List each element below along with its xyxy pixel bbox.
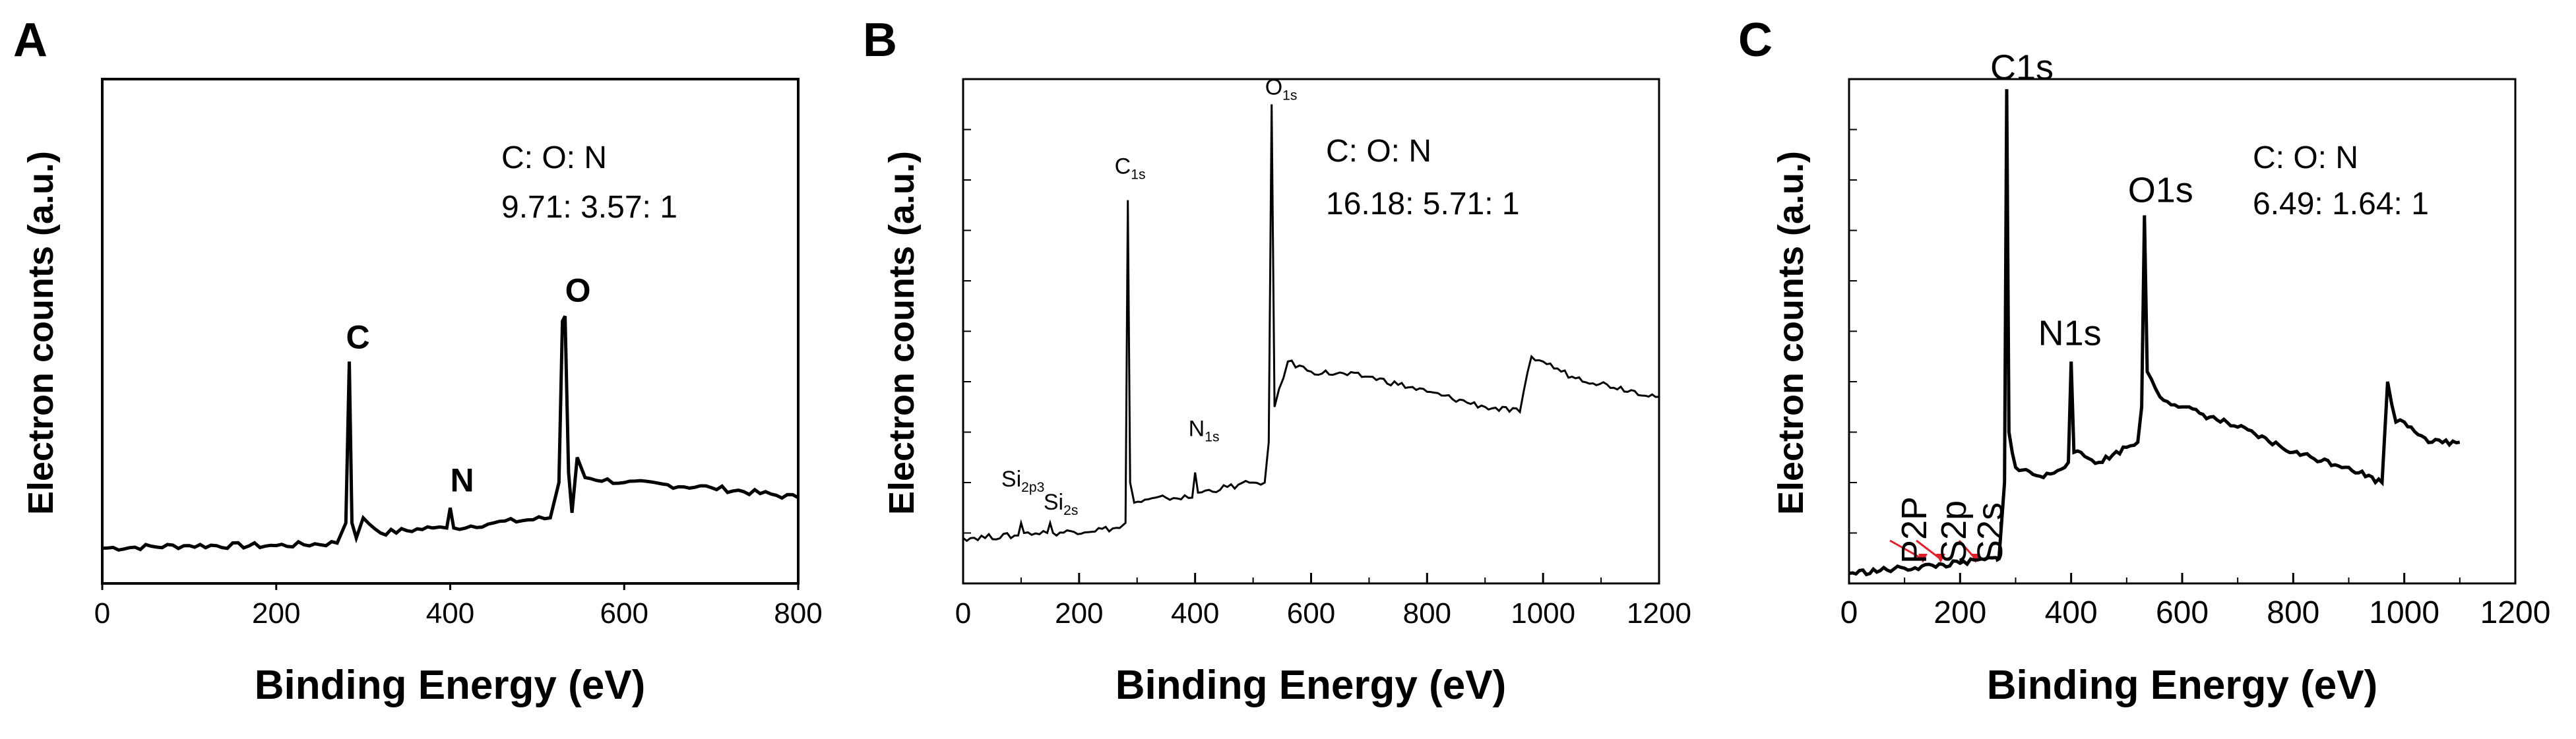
x-tick-label: 800 bbox=[1403, 597, 1451, 630]
x-tick-label: 400 bbox=[2045, 595, 2098, 630]
panel-b-ratio-values: 16.18: 5.71: 1 bbox=[1326, 187, 1520, 222]
x-tick-label: 800 bbox=[2267, 595, 2319, 630]
x-tick-label: 1000 bbox=[1511, 597, 1575, 630]
x-tick-label: 0 bbox=[94, 597, 110, 630]
red-arrow-head bbox=[1918, 554, 1928, 564]
peak-label: Si2s bbox=[1044, 490, 1079, 518]
x-tick-label: 1000 bbox=[2369, 595, 2439, 630]
panel-a-y-axis-label: Electron counts (a.u.) bbox=[21, 151, 61, 515]
red-arrow-shaft bbox=[1916, 539, 1941, 560]
panel-c-label: C bbox=[1738, 14, 1773, 67]
peak-label: O bbox=[565, 272, 591, 309]
x-tick-label: 1200 bbox=[1627, 597, 1691, 630]
x-tick-label: 200 bbox=[1055, 597, 1103, 630]
red-arrow-shaft bbox=[1889, 539, 1924, 560]
x-tick-label: 400 bbox=[1171, 597, 1219, 630]
peak-label-subscript: 2p3 bbox=[1021, 480, 1044, 495]
red-arrow-head bbox=[1935, 554, 1945, 564]
x-tick-label: 1200 bbox=[2480, 595, 2551, 630]
peak-label-subscript: 1s bbox=[1205, 430, 1219, 445]
panel-c-ratio-title: C: O: N bbox=[2253, 140, 2358, 175]
peak-label: P2P bbox=[1895, 496, 1934, 564]
peak-label-subscript: 1s bbox=[1282, 88, 1297, 103]
panel-b-x-axis-label: Binding Energy (eV) bbox=[1115, 663, 1506, 708]
peak-label-subscript: 2s bbox=[1063, 503, 1078, 518]
x-tick-label: 600 bbox=[2156, 595, 2209, 630]
peak-label: C1s bbox=[1115, 154, 1146, 183]
panel-b: B 0 200 400 600 800 1000 1200 Si2p3Si2sC1sN1sO… bbox=[863, 14, 1691, 708]
panel-c-red-arrows bbox=[1889, 539, 1980, 564]
x-tick-label: 400 bbox=[426, 597, 474, 630]
panel-a-spectrum-line bbox=[102, 315, 800, 552]
x-tick-label: 0 bbox=[955, 597, 971, 630]
panel-c-spectrum-line bbox=[1848, 89, 2461, 577]
panel-b-ratio-title: C: O: N bbox=[1326, 134, 1431, 169]
panel-c-x-axis-label: Binding Energy (eV) bbox=[1987, 663, 2377, 708]
peak-label: S2p bbox=[1934, 500, 1974, 564]
panel-b-spectrum-line bbox=[962, 104, 1660, 543]
panel-a-x-ticks: 0 200 400 600 800 bbox=[94, 583, 823, 630]
x-tick-label: 800 bbox=[774, 597, 822, 630]
peak-label: C1s bbox=[1990, 47, 2054, 87]
peak-label: N1s bbox=[1189, 417, 1220, 445]
panel-c-ratio-values: 6.49: 1.64: 1 bbox=[2253, 187, 2429, 222]
panel-a-ratio-values: 9.71: 3.57: 1 bbox=[501, 190, 677, 225]
peak-label: N bbox=[451, 461, 474, 498]
peak-label: Si2p3 bbox=[1001, 467, 1044, 495]
panel-a-ratio-title: C: O: N bbox=[501, 140, 607, 175]
x-tick-label: 600 bbox=[600, 597, 648, 630]
peak-label: C bbox=[346, 318, 370, 355]
panel-b-x-ticks: 0 200 400 600 800 1000 1200 bbox=[955, 129, 1691, 630]
x-tick-label: 200 bbox=[1933, 595, 1986, 630]
peak-label: S2s bbox=[1970, 502, 2010, 564]
panel-a-peak-labels: C N O bbox=[346, 272, 591, 499]
panel-a-x-axis-label: Binding Energy (eV) bbox=[255, 663, 645, 708]
panel-b-y-axis-label: Electron counts (a.u.) bbox=[882, 151, 922, 515]
x-tick-label: 0 bbox=[1840, 595, 1858, 630]
peak-label: N1s bbox=[2038, 313, 2102, 353]
panel-c: C 0 200 400 600 800 1000 1200 C1s O1s N1s P2P S2pS… bbox=[1738, 14, 2550, 708]
panel-c-x-ticks: 0 200 400 600 800 1000 1200 bbox=[1840, 129, 2551, 630]
panel-c-y-axis-label: Electron counts (a.u.) bbox=[1771, 151, 1811, 515]
peak-label-subscript: 1s bbox=[1131, 167, 1145, 183]
x-tick-label: 600 bbox=[1287, 597, 1335, 630]
panel-a-label: A bbox=[13, 14, 47, 67]
panel-a: A 0 200 400 600 800 C N O C: O: N 9.71: 3.57: … bbox=[13, 14, 823, 708]
x-tick-label: 200 bbox=[252, 597, 300, 630]
panel-b-label: B bbox=[863, 14, 897, 67]
peak-label: O1s bbox=[2128, 171, 2193, 210]
